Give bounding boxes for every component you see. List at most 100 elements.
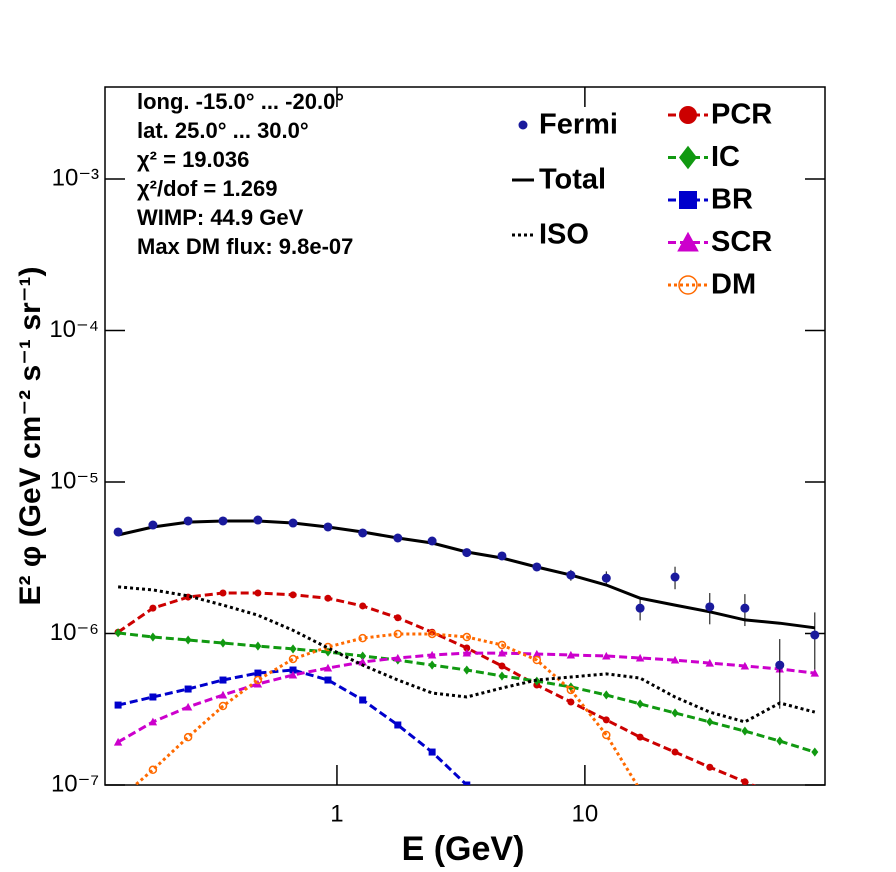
- data-point: [706, 717, 714, 727]
- data-point: [462, 548, 472, 558]
- data-point: [497, 640, 507, 650]
- data-point: [219, 638, 227, 648]
- data-point: [670, 572, 680, 582]
- legend-item: Total: [512, 164, 606, 196]
- data-point: [602, 716, 610, 724]
- data-point: [671, 748, 679, 756]
- y-tick-label: 10⁻⁵: [50, 467, 99, 494]
- data-point: [671, 708, 679, 718]
- data-point: [113, 737, 123, 746]
- data-point: [532, 562, 542, 572]
- data-point: [636, 699, 644, 709]
- legend-marker: [518, 120, 528, 130]
- legend-label: Total: [539, 164, 606, 196]
- data-point: [775, 660, 785, 670]
- data-point: [148, 520, 158, 530]
- data-point: [393, 653, 403, 662]
- data-point: [148, 717, 158, 726]
- data-point: [359, 651, 367, 661]
- legend-marker: [679, 145, 697, 170]
- data-point: [323, 663, 333, 672]
- x-tick-label: 10: [572, 800, 599, 827]
- legend-marker: [677, 231, 699, 252]
- data-point: [498, 662, 506, 670]
- legend-item: SCR: [668, 226, 772, 258]
- data-point: [532, 655, 542, 665]
- data-point: [149, 693, 157, 701]
- data-point: [705, 658, 714, 667]
- data-point: [288, 518, 298, 528]
- data-point: [359, 602, 367, 610]
- y-tick-label: 10⁻⁶: [50, 619, 99, 646]
- data-point: [394, 614, 402, 622]
- y-axis-label: E² φ (GeV cm⁻² s⁻¹ sr⁻¹): [14, 266, 47, 605]
- data-point: [149, 604, 157, 612]
- annotation: WIMP: 44.9 GeV: [137, 205, 304, 230]
- data-point: [218, 516, 228, 526]
- data-point: [253, 515, 263, 525]
- data-point: [148, 765, 158, 775]
- legend-marker: [678, 275, 698, 295]
- data-point: [393, 629, 403, 639]
- data-point: [394, 721, 402, 729]
- legend-label: IC: [711, 141, 740, 173]
- data-point: [393, 533, 403, 543]
- legend-label: PCR: [711, 99, 772, 131]
- series-line: [133, 632, 639, 785]
- data-point: [462, 648, 472, 657]
- data-point: [219, 676, 227, 684]
- data-point: [566, 570, 576, 580]
- data-point: [428, 748, 436, 756]
- data-point: [254, 589, 262, 597]
- data-point: [289, 644, 297, 654]
- data-point: [566, 650, 576, 659]
- annotation: long. -15.0° ... -20.0°: [137, 89, 344, 114]
- data-point: [183, 702, 193, 711]
- data-point: [602, 651, 611, 660]
- data-point: [114, 628, 122, 638]
- data-point: [253, 675, 263, 685]
- data-point: [114, 701, 122, 709]
- data-point: [428, 660, 436, 670]
- data-point: [359, 696, 367, 704]
- data-point: [463, 781, 471, 785]
- data-point: [358, 528, 368, 538]
- data-point: [218, 690, 228, 699]
- data-point: [776, 736, 784, 746]
- data-point: [289, 591, 297, 599]
- data-point: [741, 778, 749, 785]
- legend-item: Fermi: [518, 109, 618, 141]
- data-point: [323, 522, 333, 532]
- y-tick-label: 10⁻⁴: [49, 316, 99, 343]
- data-point: [498, 811, 505, 818]
- x-axis-label: E (GeV): [402, 830, 525, 868]
- data-point: [324, 676, 332, 684]
- legend-marker: [679, 191, 697, 209]
- data-point: [289, 666, 297, 674]
- data-point: [741, 726, 749, 736]
- data-point: [183, 732, 193, 742]
- data-point: [635, 653, 645, 662]
- data-point: [184, 685, 192, 693]
- data-point: [427, 536, 437, 546]
- legend-label: BR: [711, 184, 753, 216]
- legend-item: PCR: [668, 99, 772, 131]
- legend-label: Fermi: [539, 109, 618, 141]
- data-point: [498, 671, 506, 681]
- data-point: [358, 657, 367, 666]
- y-tick-label: 10⁻³: [52, 164, 99, 191]
- plot-area: [113, 515, 820, 818]
- data-point: [497, 648, 507, 657]
- data-point: [636, 733, 644, 741]
- data-point: [463, 665, 471, 675]
- annotation: Max DM flux: 9.8e-07: [137, 234, 353, 259]
- data-point: [183, 516, 193, 526]
- data-point: [776, 793, 783, 800]
- data-point: [497, 551, 507, 561]
- legend-label: ISO: [539, 219, 589, 251]
- data-point: [705, 602, 715, 612]
- data-point: [637, 786, 644, 793]
- data-point: [358, 633, 367, 643]
- annotation: χ²/dof = 1.269: [137, 176, 277, 201]
